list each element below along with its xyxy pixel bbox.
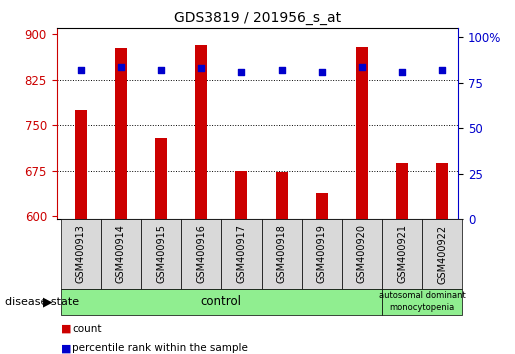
Point (278, 67, 286, 73)
Text: percentile rank within the sample: percentile rank within the sample (72, 343, 248, 353)
Text: GSM400919: GSM400919 (317, 224, 327, 284)
Text: ■: ■ (61, 343, 71, 353)
Bar (115, 48, 127, 219)
Bar (195, 45, 207, 219)
Text: GSM400917: GSM400917 (236, 224, 247, 284)
Point (157, 67, 165, 73)
Text: control: control (201, 295, 242, 308)
Point (237, 69, 246, 75)
Text: GSM400915: GSM400915 (156, 224, 166, 284)
Text: count: count (72, 324, 101, 334)
Bar (316, 193, 328, 219)
Text: GSM400921: GSM400921 (397, 224, 407, 284)
Text: ▶: ▶ (43, 295, 53, 308)
Title: GDS3819 / 201956_s_at: GDS3819 / 201956_s_at (174, 11, 341, 24)
Text: GSM400916: GSM400916 (196, 224, 207, 284)
Text: autosomal dominant
monocytopenia: autosomal dominant monocytopenia (379, 291, 466, 312)
Point (438, 67, 447, 73)
Bar (356, 46, 368, 219)
Bar (235, 171, 248, 219)
Text: GSM400913: GSM400913 (76, 224, 86, 284)
Point (197, 65, 205, 71)
Point (398, 69, 406, 75)
Point (117, 64, 125, 69)
Bar (155, 138, 167, 219)
Bar (75, 110, 87, 219)
Bar (436, 163, 449, 219)
Text: GSM400920: GSM400920 (357, 224, 367, 284)
Text: GSM400922: GSM400922 (437, 224, 448, 284)
Text: ■: ■ (61, 324, 71, 334)
Text: GSM400914: GSM400914 (116, 224, 126, 284)
Text: GSM400918: GSM400918 (277, 224, 287, 284)
Bar (396, 163, 408, 219)
Text: disease state: disease state (5, 297, 79, 307)
Point (358, 64, 366, 69)
Bar (276, 172, 287, 219)
Point (318, 69, 326, 75)
Point (77, 67, 85, 73)
